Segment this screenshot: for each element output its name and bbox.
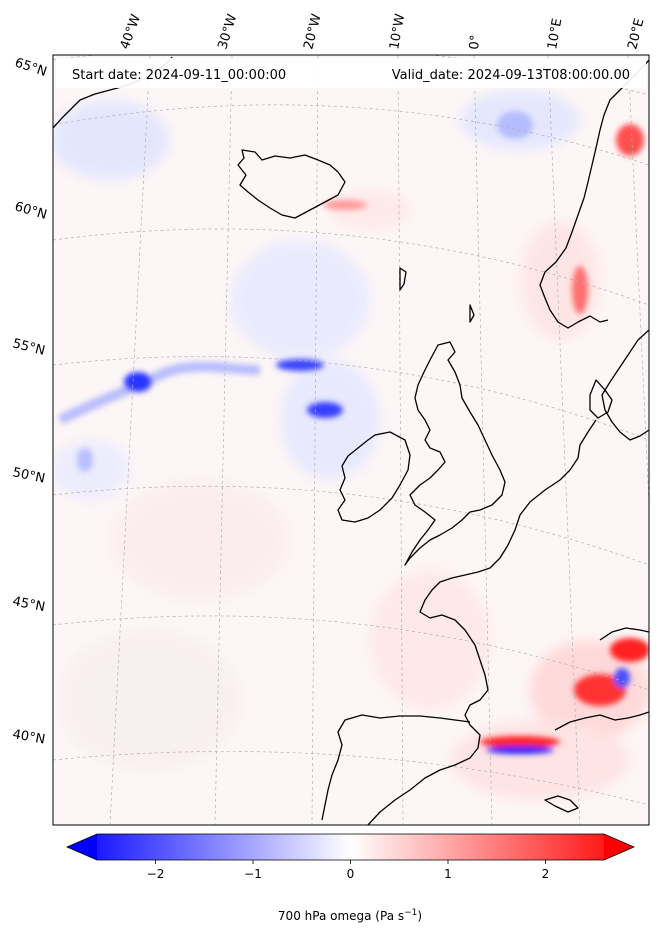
colorbar-min-extension — [67, 834, 97, 860]
colorbar-tick-label: 1 — [444, 867, 452, 881]
lat-label: 55°N — [11, 336, 46, 358]
colorbar-tick-label: 0 — [347, 867, 355, 881]
lon-label: 40°W — [118, 12, 144, 51]
lat-label: 65°N — [13, 56, 49, 80]
coast-continent — [367, 419, 597, 825]
lon-label: 30°W — [215, 12, 240, 51]
lon-label: 10°W — [387, 13, 408, 51]
coast-sweden — [601, 329, 649, 441]
coast-ireland — [337, 431, 411, 523]
map-frame — [52, 54, 650, 826]
colorbar-tick-label: −2 — [147, 867, 165, 881]
coast-norway — [539, 59, 649, 329]
coast-iberia — [321, 714, 471, 821]
map-panel: Start date: 2024-09-11_00:00:00 Valid_da… — [52, 54, 650, 826]
valid-date-text: Valid_date: 2024-09-13T08:00:00.00 — [392, 68, 630, 83]
coast-great-britain — [404, 341, 506, 566]
lat-label: 40°N — [11, 727, 46, 747]
colorbar-tick-label: −1 — [244, 867, 262, 881]
colorbar-label: 700 hPa omega (Pa s−1) — [278, 908, 422, 923]
lon-label: 10°E — [545, 17, 565, 50]
lat-label: 60°N — [13, 199, 49, 222]
lon-label: 20°W — [301, 12, 324, 51]
start-date-text: Start date: 2024-09-11_00:00:00 — [72, 68, 286, 83]
header-strip — [56, 58, 646, 88]
omega-field — [53, 90, 649, 800]
lon-label: 0° — [467, 34, 483, 50]
lat-label: 45°N — [11, 594, 46, 615]
colorbar-max-extension — [604, 834, 634, 860]
coast-iceland — [237, 149, 346, 219]
colorbar-ticks: −2 −1 0 1 2 — [147, 860, 550, 881]
lat-label: 50°N — [11, 465, 46, 486]
latitude-labels: 65°N 60°N 55°N 50°N 45°N 40°N — [11, 56, 49, 748]
colorbar: −2 −1 0 1 2 700 hPa omega (Pa s−1) — [65, 833, 636, 923]
coast-mediterranean — [554, 711, 649, 731]
coast-denmark — [589, 379, 613, 419]
lon-label: 20°E — [625, 17, 647, 51]
colorbar-body — [97, 834, 604, 860]
longitude-labels: 40°W 30°W 20°W 10°W 0° 10°E 20°E — [118, 12, 648, 51]
colorbar-tick-label: 2 — [542, 867, 550, 881]
colorbar-outline — [65, 833, 636, 861]
coastlines — [53, 56, 649, 825]
